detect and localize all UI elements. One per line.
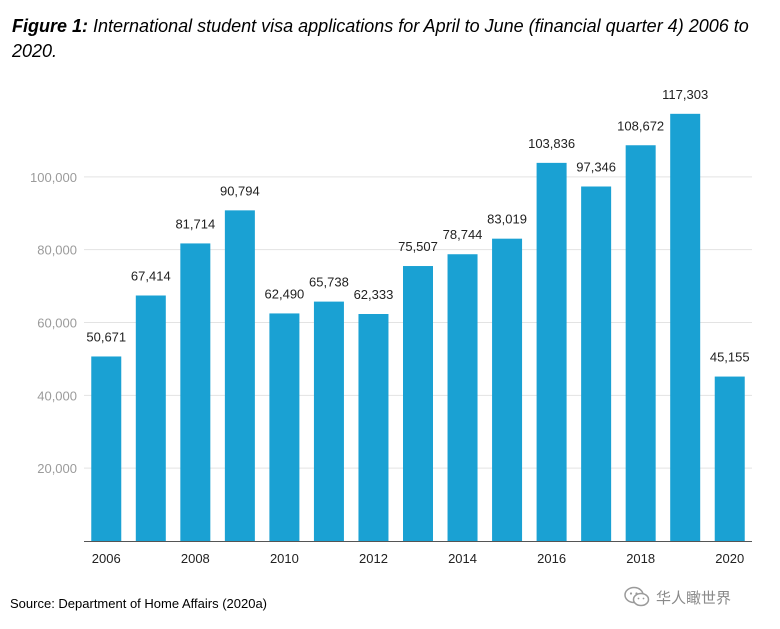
wechat-icon [624,586,650,607]
bar-2013 [403,266,433,541]
bar-2016 [536,162,567,542]
x-axis: 2006 2008 2010 2012 2014 2016 2018 2020 [92,551,744,566]
bar-2008 [180,243,211,541]
x-tick-label: 2006 [92,551,121,566]
y-tick-label: 100,000 [30,170,77,185]
bar-2018 [625,145,656,541]
value-label: 62,333 [354,287,394,302]
x-tick-label: 2012 [359,551,388,566]
value-labels: 50,671 67,414 81,714 90,794 62,490 65,738 62,3… [86,87,749,365]
bar-2006 [91,356,122,541]
source-note: Source: Department of Home Affairs (2020… [10,596,267,611]
x-tick-label: 2020 [715,551,744,566]
figure-title: Figure 1: International student visa app… [12,14,772,64]
value-label: 45,155 [710,350,750,365]
y-tick-label: 60,000 [37,316,77,331]
bar-2020 [714,376,745,541]
value-label: 90,794 [220,183,260,198]
bar-2019 [670,113,701,542]
x-tick-label: 2014 [448,551,477,566]
y-tick-label: 40,000 [37,388,77,403]
value-label: 65,738 [309,275,349,290]
value-label: 81,714 [175,216,215,231]
y-axis: 20,000 40,000 60,000 80,000 100,000 [30,170,77,476]
value-label: 83,019 [487,212,527,227]
value-label: 108,672 [617,118,664,133]
x-tick-label: 2016 [537,551,566,566]
bars [91,113,745,542]
bar-2007 [135,295,166,541]
y-tick-label: 20,000 [37,461,77,476]
bar-2010 [269,313,300,541]
value-label: 67,414 [131,269,171,284]
value-label: 62,490 [265,286,305,301]
value-label: 78,744 [443,227,483,242]
x-tick-label: 2008 [181,551,210,566]
figure-title-prefix: Figure 1: [12,16,89,36]
figure-title-text: International student visa applications … [12,16,749,61]
y-tick-label: 80,000 [37,243,77,258]
x-tick-label: 2010 [270,551,299,566]
value-label: 75,507 [398,239,438,254]
bar-2009 [224,210,255,541]
value-label: 50,671 [86,329,126,344]
value-label: 97,346 [576,159,616,174]
bar-2011 [313,301,344,541]
value-label: 117,303 [662,87,708,102]
value-label: 103,836 [528,136,575,151]
bar-2012 [358,314,389,541]
bar-2017 [581,186,612,541]
bar-2014 [447,254,478,541]
watermark-text: 华人瞰世界 [656,588,732,607]
bar-2015 [492,238,523,541]
x-tick-label: 2018 [626,551,655,566]
watermark: 华人瞰世界 [624,586,731,608]
